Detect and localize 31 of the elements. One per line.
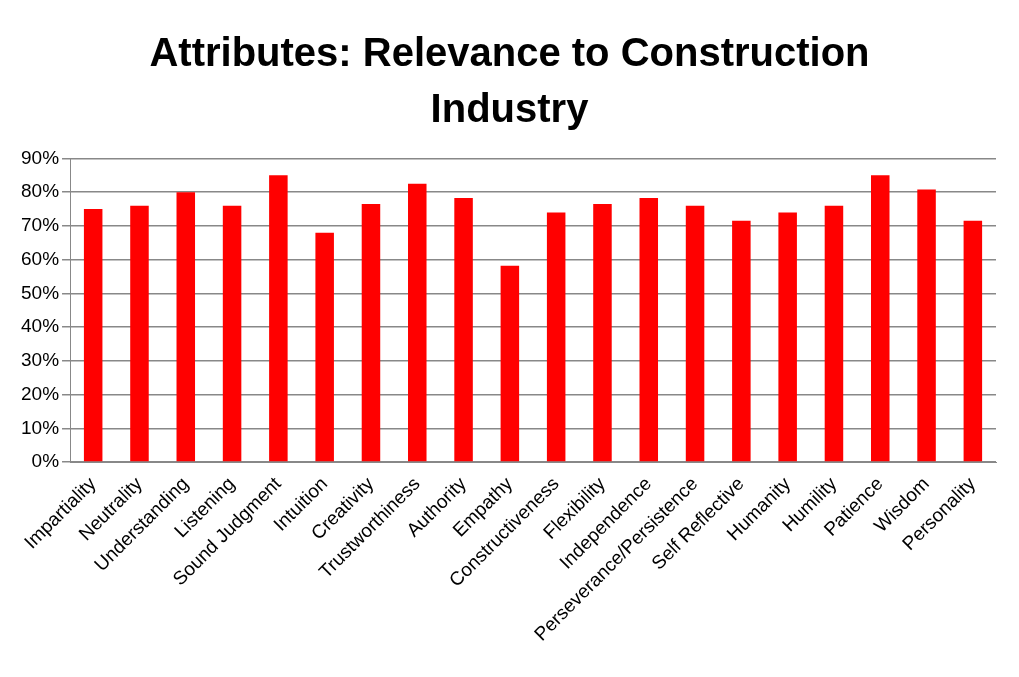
y-tick-label: 50%	[21, 281, 60, 303]
bar	[83, 209, 103, 462]
bar	[500, 265, 520, 462]
y-tick-label: 0%	[31, 450, 60, 472]
bar	[639, 197, 659, 462]
bar	[963, 220, 983, 462]
y-tick-label: 30%	[21, 349, 60, 371]
y-tick-label: 20%	[21, 382, 60, 404]
bar	[269, 175, 288, 462]
bar	[176, 192, 196, 462]
bar	[361, 203, 381, 462]
bar	[546, 212, 566, 462]
bar	[408, 183, 427, 462]
bar	[685, 205, 705, 462]
bar	[870, 175, 890, 462]
chart-title: Attributes: Relevance to Construction Industry	[148, 29, 871, 132]
y-tick-label: 60%	[21, 247, 60, 269]
y-tick-label: 80%	[21, 180, 60, 202]
bar	[222, 205, 242, 462]
y-tick-label: 90%	[21, 146, 60, 168]
bar	[454, 197, 473, 462]
bar	[824, 205, 844, 462]
bar	[917, 189, 936, 462]
y-tick-label: 10%	[21, 416, 60, 438]
bar	[593, 203, 612, 462]
bar	[732, 220, 751, 462]
bar	[778, 212, 797, 462]
y-tick-label: 70%	[21, 214, 60, 236]
bar	[315, 232, 334, 462]
bar	[130, 205, 149, 462]
y-tick-label: 40%	[21, 315, 60, 337]
